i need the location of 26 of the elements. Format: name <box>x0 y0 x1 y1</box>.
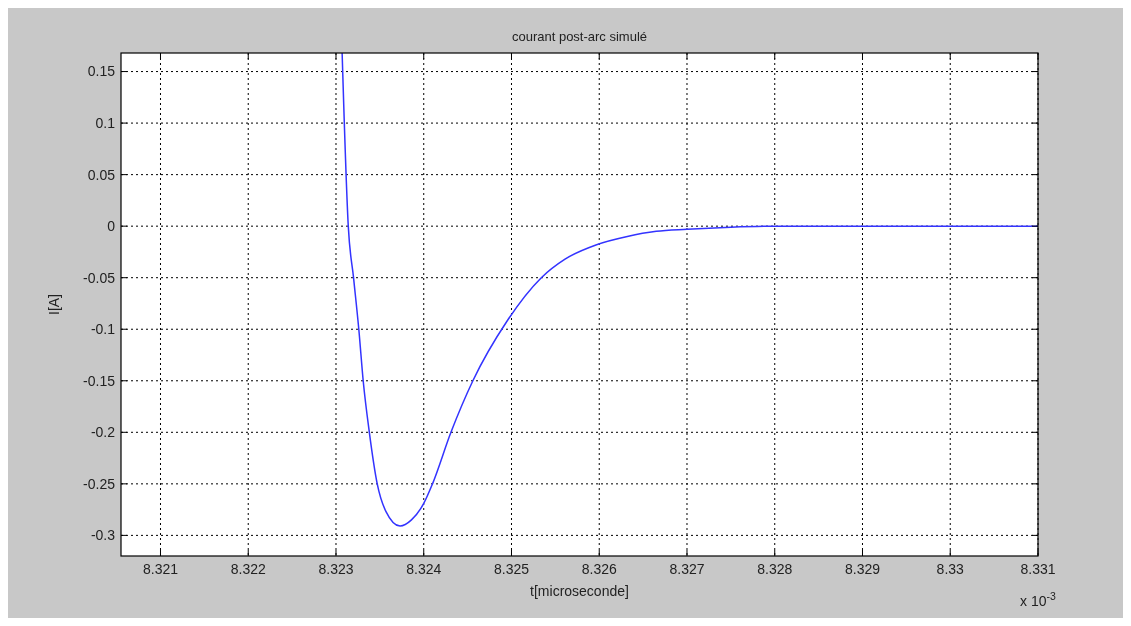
y-tick-label: -0.3 <box>90 527 116 544</box>
y-tick-label: -0.2 <box>90 424 116 441</box>
y-tick-label: 0.05 <box>87 166 116 183</box>
x-tick-label: 8.326 <box>581 561 617 577</box>
x-tick-label: 8.324 <box>406 561 442 577</box>
x-tick-label: 8.321 <box>142 561 179 577</box>
y-axis-title: I[A] <box>46 293 62 316</box>
y-tick-label: 0.1 <box>95 114 116 131</box>
y-tick-label: -0.15 <box>83 372 116 389</box>
x-tick-label: 8.325 <box>493 561 530 577</box>
y-tick-label: -0.25 <box>83 475 116 492</box>
x-tick-label: 8.322 <box>230 561 266 577</box>
x-tick-label: 8.33 <box>936 561 965 577</box>
y-tick-label: 0 <box>107 218 116 235</box>
chart-title: courant post-arc simulé <box>511 29 648 44</box>
y-tick-label: -0.05 <box>83 269 116 286</box>
x-tick-label: 8.329 <box>844 561 881 577</box>
line-series <box>341 53 1038 527</box>
y-tick-label: 0.15 <box>87 63 116 80</box>
x-tick-label: 8.323 <box>318 561 354 577</box>
x-tick-label: 8.331 <box>1020 561 1056 577</box>
x-axis-title: t[microseconde] <box>530 583 629 599</box>
x-tick-label: 8.327 <box>669 561 705 577</box>
y-tick-label: -0.1 <box>90 321 116 338</box>
text: x 10$^{-3}$ <box>1020 590 1057 609</box>
x-tick-label: 8.328 <box>757 561 793 577</box>
